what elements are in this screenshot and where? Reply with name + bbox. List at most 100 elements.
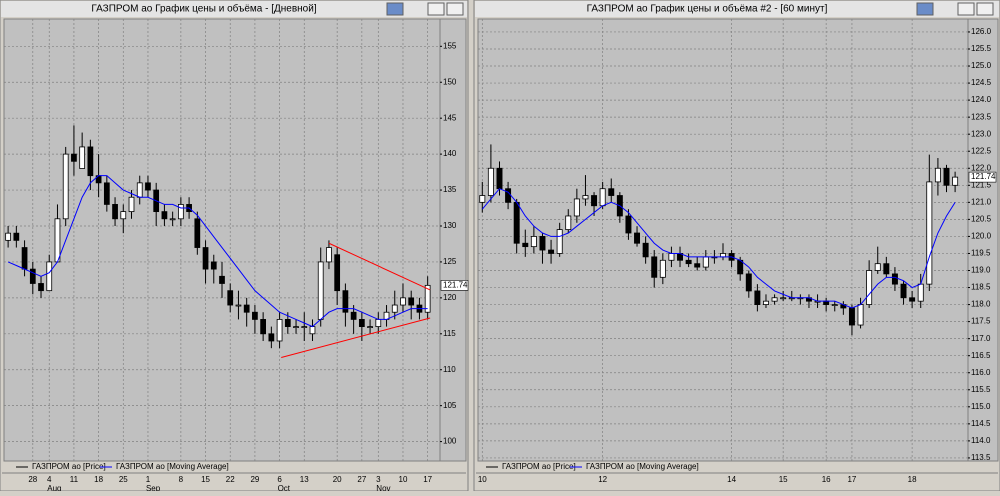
y-tick-label: 117.0 <box>971 334 991 343</box>
y-tick-label: 114.0 <box>971 436 991 445</box>
candle-body <box>548 249 555 254</box>
candle-body <box>326 247 332 263</box>
candle-body <box>120 211 127 220</box>
candle-body <box>668 253 675 261</box>
y-tick-label: 130 <box>443 221 457 230</box>
pin-button[interactable] <box>386 2 404 16</box>
candle-body <box>720 253 726 258</box>
candle-body <box>13 232 20 241</box>
axis-area <box>439 18 467 462</box>
y-tick-label: 125.5 <box>971 44 992 53</box>
candle-body <box>522 242 529 248</box>
y-tick-label: 120.0 <box>971 232 992 241</box>
candle-body <box>831 304 838 306</box>
candle-body <box>505 188 512 203</box>
candle-body <box>651 256 658 278</box>
x-tick-label: 3 <box>376 475 381 484</box>
candle-body <box>702 256 709 268</box>
candle-body <box>260 319 267 335</box>
minimize-button[interactable] <box>957 2 975 16</box>
candle-body <box>848 307 855 326</box>
minimize-button[interactable] <box>427 2 445 16</box>
y-tick-label: 121.0 <box>971 197 992 206</box>
window-buttons <box>386 2 994 16</box>
candle-body <box>685 259 692 265</box>
legend-label: ГАЗПРОМ ао [Price] <box>32 462 106 471</box>
close-button[interactable] <box>446 2 464 16</box>
candle-body <box>582 195 589 200</box>
candle-body <box>771 297 778 302</box>
candle-body <box>112 204 118 220</box>
candle-body <box>62 153 69 220</box>
moving-average-line <box>481 188 956 309</box>
y-tick-label: 120 <box>443 293 457 302</box>
title-bar <box>1 1 467 17</box>
candle-body <box>917 283 924 302</box>
window-title: ГАЗПРОМ ао График цены и объёма - [Дневн… <box>91 3 316 15</box>
window-title: ГАЗПРОМ ао График цены и объёма #2 - [60… <box>587 3 828 15</box>
candle-body <box>659 259 666 278</box>
y-tick-label: 155 <box>443 41 457 50</box>
x-tick-label: 22 <box>226 475 235 484</box>
candle-body <box>71 153 77 162</box>
y-tick-label: 113.5 <box>971 453 991 462</box>
last-price-label: 121.74 <box>443 280 468 289</box>
y-tick-label: 123.5 <box>971 112 992 121</box>
x-tick-label: 16 <box>822 475 831 484</box>
candle-body <box>591 195 598 207</box>
y-tick-label: 125.0 <box>971 61 992 70</box>
candle-body <box>145 182 151 191</box>
candle-body <box>823 300 830 305</box>
candle-body <box>350 311 357 320</box>
candle-body <box>883 263 890 275</box>
y-tick-label: 114.5 <box>971 419 991 428</box>
x-tick-label: 28 <box>28 475 37 484</box>
y-tick-label: 116.0 <box>971 368 991 377</box>
y-tick-label: 122.0 <box>971 163 992 172</box>
candle-body <box>926 181 933 285</box>
candle-body <box>943 167 950 186</box>
x-tick-label: 8 <box>179 475 184 484</box>
y-tick-label: 115.0 <box>971 402 991 411</box>
candle-body <box>900 283 907 299</box>
candle-body <box>934 167 941 183</box>
y-tick-label: 135 <box>443 185 457 194</box>
candle-body <box>276 319 283 342</box>
pin-button[interactable] <box>916 2 934 16</box>
last-price-label: 121.74 <box>971 172 996 181</box>
candle-body <box>694 263 701 268</box>
x-tick-label: 17 <box>423 475 432 484</box>
candle-body <box>408 297 415 306</box>
candle-body <box>38 283 44 292</box>
x-month-label: Oct <box>278 484 291 491</box>
candle-body <box>565 215 572 231</box>
y-tick-label: 118.0 <box>971 300 991 309</box>
candle-body <box>573 198 580 217</box>
y-tick-label: 100 <box>443 437 457 446</box>
close-button[interactable] <box>976 2 994 16</box>
x-tick-label: 25 <box>119 475 128 484</box>
candle-body <box>29 268 36 284</box>
y-tick-label: 123.0 <box>971 129 992 138</box>
candle-body <box>479 195 486 203</box>
legend-label: ГАЗПРОМ ао [Price] <box>502 462 576 471</box>
candle-body <box>608 188 615 196</box>
last-price-box <box>440 280 469 291</box>
y-tick-label: 118.5 <box>971 283 991 292</box>
candle-body <box>210 261 217 270</box>
candle-body <box>87 146 94 177</box>
candle-body <box>136 182 143 198</box>
candle-body <box>268 333 275 342</box>
legend-label: ГАЗПРОМ ао [Moving Average] <box>586 462 699 471</box>
candle-body <box>513 201 520 244</box>
title-bar <box>475 1 999 17</box>
y-tick-label: 110 <box>443 365 456 374</box>
y-tick-label: 150 <box>443 77 457 86</box>
trend-line <box>328 242 431 291</box>
y-tick-label: 145 <box>443 113 457 122</box>
candle-body <box>194 218 201 248</box>
candle-body <box>909 297 916 302</box>
x-month-label: Nov <box>376 484 390 491</box>
y-tick-label: 115 <box>443 329 456 338</box>
